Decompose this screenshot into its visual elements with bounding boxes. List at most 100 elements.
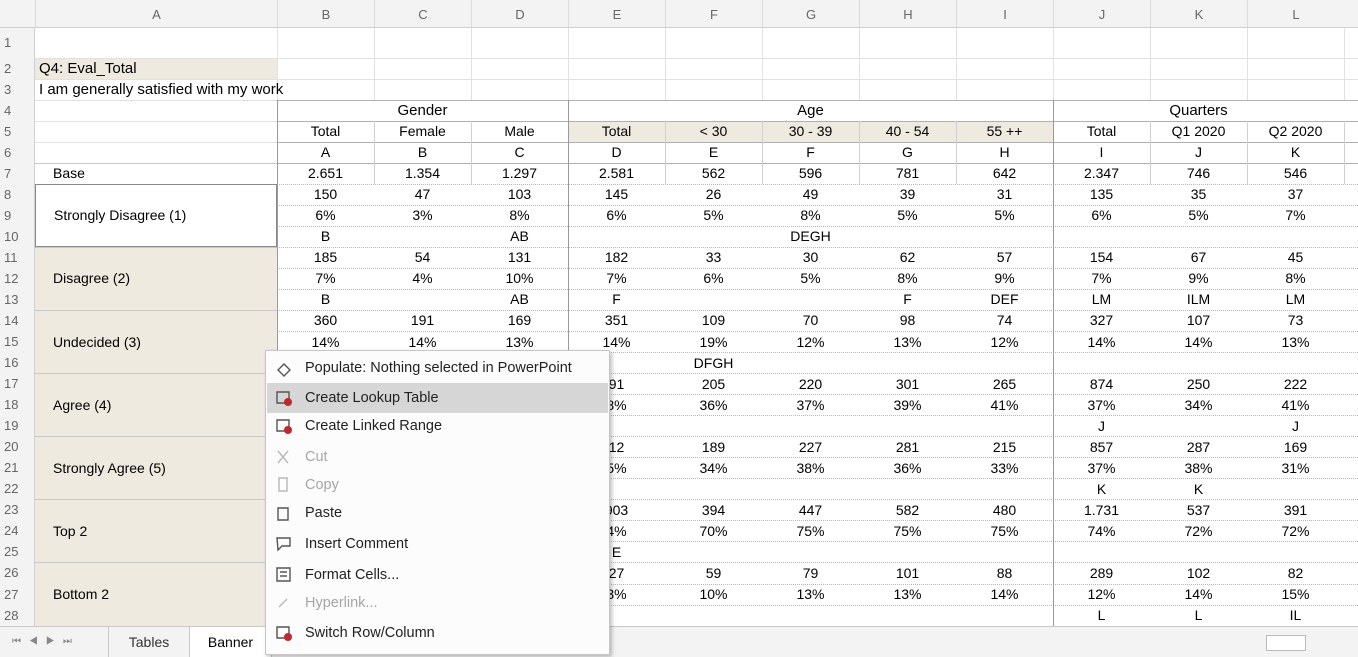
data-cell[interactable]: 5% — [800, 270, 821, 287]
base-value[interactable]: 746 — [1186, 165, 1211, 182]
data-cell[interactable]: 45 — [1287, 249, 1304, 266]
data-cell[interactable]: 98 — [899, 312, 916, 329]
data-cell[interactable]: F — [612, 291, 621, 308]
data-cell[interactable]: 14% — [990, 586, 1019, 603]
data-cell[interactable]: 13% — [893, 333, 922, 350]
significance-letter[interactable]: B — [417, 144, 428, 161]
row-label[interactable]: Base — [53, 165, 85, 182]
group-header[interactable]: Quarters — [1169, 101, 1228, 119]
data-cell[interactable]: ILM — [1186, 291, 1211, 308]
data-cell[interactable]: 874 — [1089, 375, 1114, 392]
menu-item[interactable]: Create Linked Range — [305, 418, 443, 434]
significance-letter[interactable]: D — [611, 144, 622, 161]
column-header[interactable]: I — [956, 0, 1053, 28]
base-value[interactable]: 781 — [895, 165, 920, 182]
data-cell[interactable]: 8% — [1285, 270, 1306, 287]
menu-item[interactable]: Create Lookup Table — [305, 390, 439, 406]
data-cell[interactable]: 41% — [1281, 396, 1310, 413]
data-cell[interactable]: 13% — [1281, 333, 1310, 350]
data-cell[interactable]: 37% — [1087, 396, 1116, 413]
data-cell[interactable]: 37% — [1087, 459, 1116, 476]
data-cell[interactable]: 88 — [996, 564, 1013, 581]
data-cell[interactable]: 6% — [1091, 207, 1112, 224]
column-header[interactable]: D — [471, 0, 568, 28]
data-cell[interactable]: 215 — [992, 438, 1017, 455]
data-cell[interactable]: 15% — [1281, 586, 1310, 603]
data-cell[interactable]: 480 — [992, 501, 1017, 518]
data-cell[interactable]: 150 — [313, 186, 338, 203]
data-cell[interactable]: 447 — [798, 501, 823, 518]
row-header[interactable]: 23 — [4, 502, 19, 518]
data-cell[interactable]: 31% — [1281, 459, 1310, 476]
row-header[interactable]: 4 — [4, 102, 12, 118]
significance-letter[interactable]: J — [1195, 144, 1202, 161]
data-cell[interactable]: 6% — [703, 270, 724, 287]
title-cell[interactable]: Q4: Eval_Total — [39, 59, 137, 77]
group-header[interactable]: Gender — [397, 101, 448, 119]
column-header[interactable]: K — [1150, 0, 1247, 28]
data-cell[interactable]: 59 — [705, 564, 722, 581]
data-cell[interactable]: 9% — [994, 270, 1015, 287]
data-cell[interactable]: 5% — [897, 207, 918, 224]
data-cell[interactable]: 10% — [699, 586, 728, 603]
row-header[interactable]: 7 — [4, 165, 12, 181]
data-cell[interactable]: DEGH — [790, 228, 831, 245]
data-cell[interactable]: 8% — [606, 396, 627, 413]
column-label[interactable]: < 30 — [699, 123, 728, 140]
data-cell[interactable]: 250 — [1186, 375, 1211, 392]
base-value[interactable]: 2.347 — [1083, 165, 1120, 182]
group-header[interactable]: Age — [797, 101, 824, 119]
data-cell[interactable]: 75% — [796, 522, 825, 539]
data-cell[interactable]: 36% — [893, 459, 922, 476]
data-cell[interactable]: 47 — [414, 186, 431, 203]
data-cell[interactable]: 107 — [1186, 312, 1211, 329]
data-cell[interactable]: 57 — [996, 249, 1013, 266]
data-cell[interactable]: 54 — [414, 249, 431, 266]
data-cell[interactable]: 36% — [699, 396, 728, 413]
data-cell[interactable]: 14% — [602, 333, 631, 350]
data-cell[interactable]: LM — [1091, 291, 1112, 308]
data-cell[interactable]: 70 — [802, 312, 819, 329]
data-cell[interactable]: 37 — [1287, 186, 1304, 203]
data-cell[interactable]: 70% — [699, 522, 728, 539]
data-cell[interactable]: 135 — [1089, 186, 1114, 203]
column-label[interactable]: Total — [310, 123, 341, 140]
row-label[interactable]: Undecided (3) — [53, 333, 141, 350]
data-cell[interactable]: J — [1292, 417, 1299, 434]
data-cell[interactable]: 79 — [802, 564, 819, 581]
column-label[interactable]: Total — [601, 123, 632, 140]
data-cell[interactable]: 6% — [606, 207, 627, 224]
row-header[interactable]: 5 — [4, 123, 12, 139]
data-cell[interactable]: 582 — [895, 501, 920, 518]
data-cell[interactable]: DFGH — [693, 354, 734, 371]
data-cell[interactable]: 75% — [893, 522, 922, 539]
data-cell[interactable]: 73 — [1287, 312, 1304, 329]
column-label[interactable]: Male — [504, 123, 535, 140]
data-cell[interactable]: 26 — [705, 186, 722, 203]
data-cell[interactable]: 62 — [899, 249, 916, 266]
column-label[interactable]: 30 - 39 — [788, 123, 833, 140]
data-cell[interactable]: K — [1096, 480, 1107, 497]
data-cell[interactable]: 222 — [1283, 375, 1308, 392]
data-cell[interactable]: 169 — [1283, 438, 1308, 455]
data-cell[interactable]: 7% — [315, 270, 336, 287]
data-cell[interactable]: 74 — [996, 312, 1013, 329]
base-value[interactable]: 596 — [798, 165, 823, 182]
row-header[interactable]: 6 — [4, 144, 12, 160]
row-label[interactable]: Bottom 2 — [53, 586, 110, 602]
data-cell[interactable]: 5% — [703, 207, 724, 224]
significance-letter[interactable]: F — [806, 144, 815, 161]
data-cell[interactable]: 31 — [996, 186, 1013, 203]
column-header[interactable]: A — [35, 0, 277, 28]
data-cell[interactable]: 12% — [1087, 586, 1116, 603]
row-header[interactable]: 9 — [4, 207, 12, 223]
row-label[interactable]: Top 2 — [53, 522, 88, 539]
menu-item[interactable]: Insert Comment — [305, 536, 409, 552]
column-label[interactable]: Total — [1086, 123, 1117, 140]
row-header[interactable]: 15 — [4, 334, 19, 350]
row-header[interactable]: 24 — [4, 523, 19, 539]
column-header[interactable]: G — [762, 0, 859, 28]
data-cell[interactable]: 13% — [796, 586, 825, 603]
data-cell[interactable]: 191 — [410, 312, 435, 329]
data-cell[interactable]: 13% — [893, 586, 922, 603]
